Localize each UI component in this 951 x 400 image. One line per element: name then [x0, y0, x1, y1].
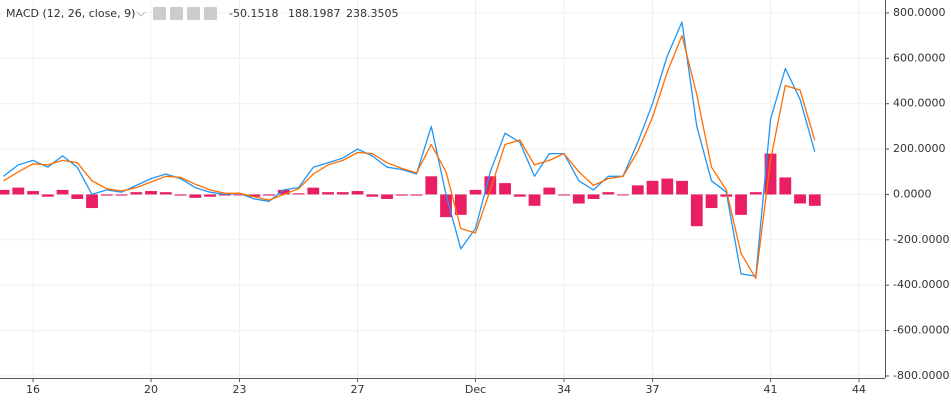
histogram-bar	[0, 189, 10, 195]
eye-icon[interactable]	[153, 7, 166, 20]
histogram-bar	[676, 180, 688, 195]
x-tick-label: Dec	[465, 383, 486, 396]
histogram-bar	[100, 194, 113, 196]
histogram-bar	[56, 189, 69, 195]
histogram-bar	[779, 177, 792, 195]
histogram-bar	[263, 194, 275, 196]
histogram-bar	[794, 194, 806, 204]
histogram-bar	[454, 194, 467, 215]
plot	[0, 21, 821, 280]
macd-value: 188.1987	[288, 7, 341, 20]
signal-value: 238.3505	[346, 7, 399, 20]
histogram-bar	[690, 194, 703, 227]
series-line	[3, 34, 816, 280]
x-tick-label: 27	[351, 383, 365, 396]
x-tick-label: 23	[233, 383, 247, 396]
histogram-bar	[646, 180, 659, 195]
histogram-bar	[395, 194, 408, 196]
histogram-bar	[572, 194, 585, 204]
add-icon[interactable]	[187, 7, 200, 20]
histogram-bar	[322, 192, 334, 195]
y-tick-label: -600.0000	[893, 324, 949, 337]
histogram-bar	[41, 194, 54, 197]
histogram-bar	[543, 187, 556, 195]
histogram-bar	[528, 194, 541, 206]
histogram-bar	[735, 194, 747, 215]
histogram-value: -50.1518	[229, 7, 278, 20]
histogram-bar	[336, 192, 349, 195]
histogram-bar	[749, 192, 762, 195]
histogram-bar	[705, 194, 718, 209]
histogram-bar	[617, 194, 629, 196]
histogram-bar	[204, 194, 216, 197]
histogram-bar	[469, 189, 482, 195]
y-tick-label: -200.0000	[893, 233, 949, 246]
toolbar-icons[interactable]	[153, 7, 217, 20]
histogram-bar	[808, 194, 821, 206]
histogram-bar	[174, 194, 187, 196]
histogram-bar	[115, 194, 128, 196]
settings-icon[interactable]	[170, 7, 183, 20]
histogram-bar	[558, 194, 570, 196]
x-tick-label: 44	[852, 383, 866, 396]
histogram-bar	[86, 194, 98, 209]
y-tick-label: 800.0000	[893, 6, 946, 19]
histogram-bar	[440, 194, 452, 218]
dropdown-icon[interactable]	[136, 11, 146, 17]
histogram-bar	[587, 194, 600, 199]
x-tick-label: 34	[557, 383, 571, 396]
histogram-bar	[499, 183, 511, 195]
y-tick-label: 600.0000	[893, 51, 946, 64]
histogram-bar	[425, 176, 438, 195]
histogram-bar	[277, 189, 290, 195]
histogram-bar	[130, 192, 143, 195]
histogram-bar	[366, 194, 379, 197]
histogram-bar	[351, 191, 364, 195]
x-tick-label: 16	[26, 383, 40, 396]
x-tick-label: 37	[646, 383, 660, 396]
series-line	[3, 21, 816, 277]
histogram-bar	[307, 187, 320, 195]
histogram-bar	[764, 153, 777, 195]
histogram-bar	[27, 191, 39, 195]
close-icon[interactable]	[204, 7, 217, 20]
histogram-bar	[381, 194, 393, 199]
histogram-bar	[233, 194, 246, 196]
histogram-bar	[71, 194, 84, 199]
y-tick-label: -400.0000	[893, 278, 949, 291]
y-tick-label: 200.0000	[893, 142, 946, 155]
histogram-bar	[12, 187, 25, 195]
histogram-bar	[513, 194, 526, 197]
x-tick-label: 20	[144, 383, 158, 396]
histogram-bar	[631, 185, 644, 195]
histogram-bar	[410, 194, 423, 196]
histogram-bar	[292, 193, 305, 195]
histogram-bar	[248, 194, 261, 197]
y-tick-label: 400.0000	[893, 97, 946, 110]
x-tick-label: 41	[764, 383, 778, 396]
histogram-bar	[189, 194, 202, 198]
histogram-bar	[661, 178, 674, 195]
histogram-bar	[602, 192, 615, 195]
histogram-bar	[145, 191, 157, 195]
histogram-bar	[484, 176, 497, 195]
y-tick-label: -800.0000	[893, 369, 949, 382]
y-tick-label: 0.0000	[893, 187, 932, 200]
chart-title: MACD (12, 26, close, 9)	[6, 7, 135, 20]
histogram-bar	[159, 192, 172, 195]
